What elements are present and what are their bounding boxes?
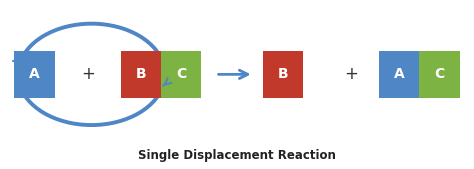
Text: B: B <box>278 67 289 81</box>
Text: Single Displacement Reaction: Single Displacement Reaction <box>138 149 336 162</box>
Text: C: C <box>176 67 186 81</box>
FancyBboxPatch shape <box>161 51 201 98</box>
Text: C: C <box>435 67 445 81</box>
Text: A: A <box>394 67 405 81</box>
FancyBboxPatch shape <box>263 51 303 98</box>
FancyBboxPatch shape <box>419 51 460 98</box>
FancyBboxPatch shape <box>379 51 419 98</box>
FancyBboxPatch shape <box>121 51 161 98</box>
Text: +: + <box>344 65 358 83</box>
FancyBboxPatch shape <box>14 51 55 98</box>
Text: +: + <box>81 65 95 83</box>
Text: B: B <box>136 67 146 81</box>
Text: A: A <box>29 67 40 81</box>
